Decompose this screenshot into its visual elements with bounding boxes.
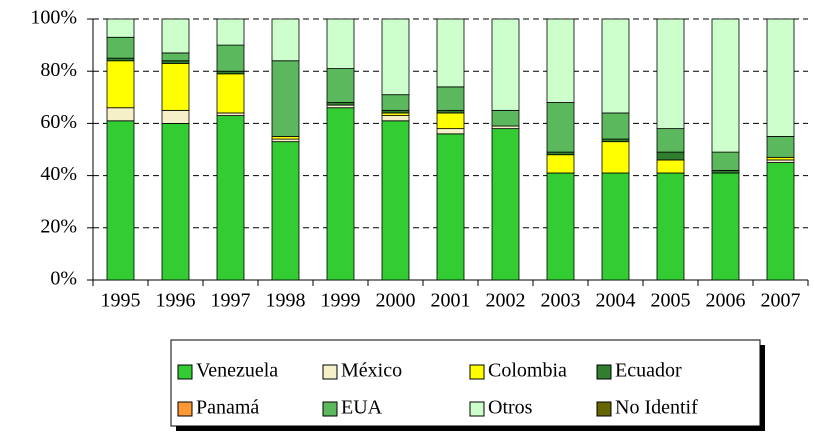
legend-swatch bbox=[469, 401, 485, 417]
x-tick-label: 2007 bbox=[761, 290, 801, 312]
legend-label: Venezuela bbox=[196, 360, 278, 382]
bar-segment bbox=[436, 133, 465, 281]
bar-segment bbox=[436, 112, 465, 130]
legend-swatch bbox=[469, 364, 485, 380]
bar-segment bbox=[161, 62, 190, 111]
x-tick-label: 2003 bbox=[541, 290, 581, 312]
legend-label: Otros bbox=[488, 397, 533, 419]
legend-label: EUA bbox=[341, 397, 383, 419]
bar-segment bbox=[656, 128, 685, 153]
legend-swatch bbox=[177, 401, 193, 417]
bar-segment bbox=[326, 68, 355, 103]
bar-segment bbox=[546, 18, 575, 103]
legend-swatch bbox=[177, 364, 193, 380]
bar-segment bbox=[271, 18, 300, 62]
bar-segment bbox=[216, 18, 245, 46]
bar-segment bbox=[711, 151, 740, 171]
y-tick-label: 100% bbox=[30, 7, 77, 29]
x-tick-label: 2000 bbox=[376, 290, 416, 312]
legend-label: México bbox=[341, 360, 402, 382]
x-tick-label: 1998 bbox=[266, 290, 306, 312]
bar-segment bbox=[436, 86, 465, 111]
y-tick-label: 40% bbox=[40, 163, 77, 185]
bar-segment bbox=[656, 172, 685, 281]
y-tick-label: 80% bbox=[40, 59, 77, 81]
bar-segment bbox=[546, 102, 575, 153]
legend-swatch bbox=[596, 401, 612, 417]
bar-segment bbox=[601, 141, 630, 174]
bar-segment bbox=[656, 159, 685, 174]
bar-segment bbox=[436, 128, 465, 135]
bar-segment bbox=[656, 18, 685, 130]
bar-segment bbox=[491, 128, 520, 281]
x-tick-label: 2006 bbox=[706, 290, 746, 312]
legend-label: Ecuador bbox=[615, 360, 682, 382]
bar-segment bbox=[161, 109, 190, 124]
bar-segment bbox=[491, 18, 520, 111]
bar-segment bbox=[381, 18, 410, 96]
bar-segment bbox=[161, 18, 190, 54]
y-tick-label: 0% bbox=[50, 268, 77, 290]
legend-label: Colombia bbox=[488, 360, 567, 382]
x-tick-label: 2002 bbox=[486, 290, 526, 312]
bar-segment bbox=[326, 18, 355, 69]
legend-label: Panamá bbox=[196, 397, 259, 419]
bar-segment bbox=[711, 172, 740, 281]
y-tick-label: 20% bbox=[40, 215, 77, 237]
bar-segment bbox=[656, 151, 685, 161]
bar-segment bbox=[381, 94, 410, 111]
legend-swatch bbox=[322, 401, 338, 417]
bar-segment bbox=[326, 107, 355, 281]
bar-segment bbox=[381, 115, 410, 122]
bar-segment bbox=[601, 18, 630, 114]
bar-segment bbox=[271, 141, 300, 281]
legend-box bbox=[170, 339, 761, 427]
bar-segment bbox=[106, 107, 135, 122]
x-tick-label: 2001 bbox=[431, 290, 471, 312]
bar-segment bbox=[161, 52, 190, 62]
x-tick-label: 2004 bbox=[596, 290, 636, 312]
bar-segment bbox=[106, 120, 135, 281]
bar-segment bbox=[106, 18, 135, 38]
y-tick-label: 60% bbox=[40, 111, 77, 133]
bar-segment bbox=[161, 123, 190, 281]
bar-segment bbox=[711, 18, 740, 153]
bar-segment bbox=[601, 172, 630, 281]
bar-segment bbox=[271, 60, 300, 137]
bar-segment bbox=[106, 36, 135, 59]
bar-segment bbox=[381, 120, 410, 281]
bar-segment bbox=[216, 44, 245, 72]
x-tick-label: 1996 bbox=[156, 290, 196, 312]
bar-segment bbox=[216, 115, 245, 281]
bar-segment bbox=[216, 73, 245, 114]
bar-segment bbox=[546, 154, 575, 174]
legend-swatch bbox=[596, 364, 612, 380]
x-tick-label: 2005 bbox=[651, 290, 691, 312]
x-tick-label: 1997 bbox=[211, 290, 251, 312]
bar-segment bbox=[546, 172, 575, 281]
bar-segment bbox=[491, 109, 520, 127]
bar-segment bbox=[436, 18, 465, 88]
bar-segment bbox=[601, 112, 630, 140]
bar-segment bbox=[106, 60, 135, 109]
bar-segment bbox=[766, 18, 795, 137]
bar-segment bbox=[766, 136, 795, 158]
bar-segment bbox=[766, 162, 795, 281]
legend-swatch bbox=[322, 364, 338, 380]
x-tick-label: 1995 bbox=[101, 290, 141, 312]
x-tick-label: 1999 bbox=[321, 290, 361, 312]
legend-label: No Identif bbox=[615, 397, 698, 419]
